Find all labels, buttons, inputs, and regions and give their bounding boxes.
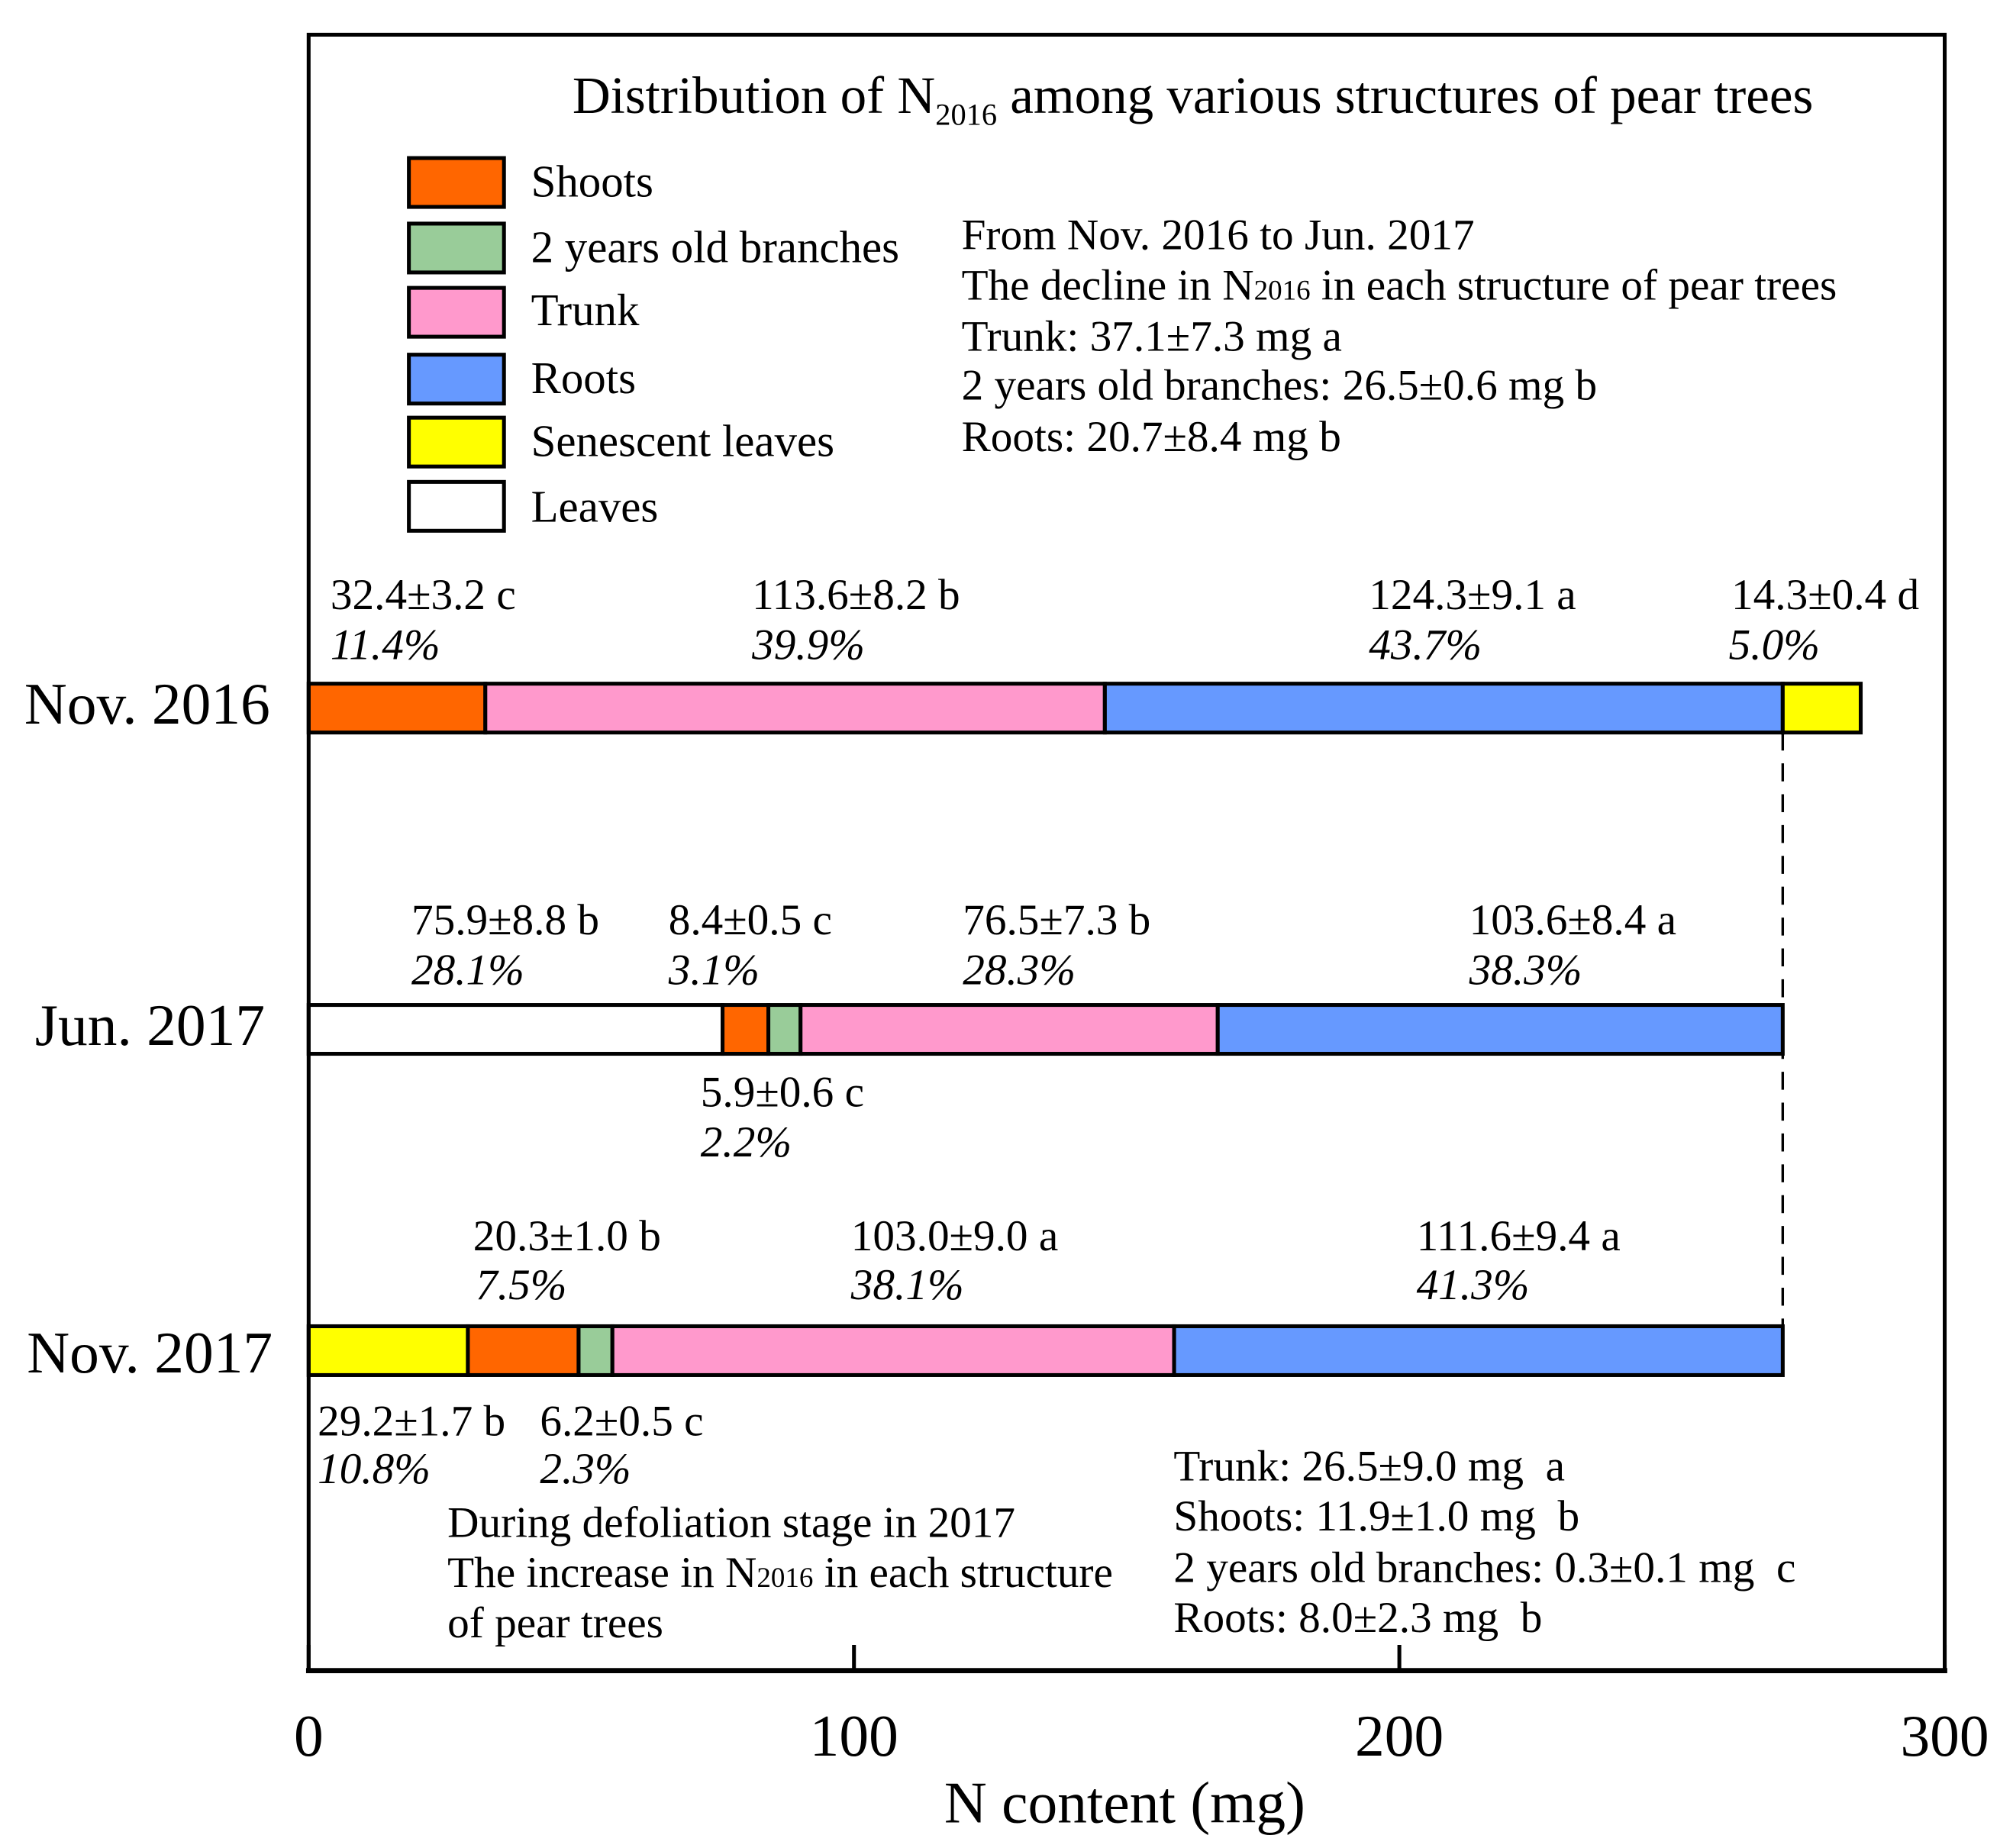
data-label-jun-2017-shoots-value: 8.4±0.5 c — [669, 896, 832, 944]
data-label-nov-2016-shoots-percent: 11.4% — [331, 621, 440, 669]
x-tick-label-100: 100 — [810, 1703, 898, 1769]
labels-jun-2017: 75.9±8.8 b 28.1% 8.4±0.5 c 3.1% 5.9±0.6 … — [411, 896, 1676, 1166]
legend-label-roots: Roots — [531, 353, 637, 403]
data-label-jun-2017-leaves-value: 75.9±8.8 b — [411, 896, 599, 944]
data-label-jun-2017-trunk-value: 76.5±7.3 b — [963, 896, 1150, 944]
legend-label-shoots: Shoots — [531, 156, 653, 207]
bar-nov-2016-roots — [1102, 682, 1785, 735]
decline-item-roots: Roots: 20.7±8.4 mg b — [962, 413, 1341, 461]
legend-label-2-years-old-branches: 2 years old branches — [531, 221, 900, 272]
bar-jun-2017-shoots — [721, 1003, 771, 1056]
legend-label-leaves: Leaves — [531, 482, 659, 532]
chart-title-rest: among various structures of pear trees — [997, 66, 1813, 124]
increase-item-branches: 2 years old branches: 0.3±0.1 mg c — [1173, 1543, 1795, 1592]
data-label-nov-2017-branches-percent: 2.3% — [540, 1445, 631, 1493]
labels-nov-2017: 29.2±1.7 b 10.8% 20.3±1.0 b 7.5% 6.2±0.5… — [318, 1212, 1621, 1493]
data-label-nov-2016-shoots-value: 32.4±3.2 c — [331, 571, 516, 619]
bar-nov-2017-senescent-leaves — [306, 1324, 470, 1377]
data-label-nov-2017-senescent-leaves-value: 29.2±1.7 b — [318, 1398, 505, 1446]
data-label-nov-2017-roots-value: 111.6±9.4 a — [1417, 1212, 1621, 1260]
decline-subtitle-subscript: 2016 — [1254, 275, 1311, 306]
increase-heading: During defoliation stage in 2017 — [447, 1499, 1015, 1547]
bar-jun-2017-trunk — [798, 1003, 1220, 1056]
increase-subtitle-before: The increase in N — [447, 1549, 756, 1597]
bar-nov-2017-shoots — [466, 1324, 581, 1377]
bar-jun-2017-roots — [1215, 1003, 1785, 1056]
increase-item-roots: Roots: 8.0±2.3 mg b — [1173, 1594, 1542, 1642]
decline-annotation: From Nov. 2016 to Jun. 2017 The decline … — [962, 211, 1837, 461]
data-label-nov-2017-branches-value: 6.2±0.5 c — [540, 1398, 703, 1446]
decline-subtitle: The decline in N2016 in each structure o… — [962, 261, 1837, 309]
legend-label-trunk: Trunk — [531, 285, 640, 335]
chart-title-main: Distribution of N — [573, 66, 935, 124]
legend-swatch-shoots — [407, 156, 506, 209]
increase-subtitle-subscript: 2016 — [756, 1563, 813, 1594]
x-tick-label-300: 300 — [1900, 1703, 1989, 1769]
chart-title-subscript: 2016 — [935, 97, 997, 131]
category-label-nov-2017: Nov. 2017 — [27, 1320, 273, 1385]
data-label-nov-2017-shoots-percent: 7.5% — [476, 1261, 566, 1309]
category-label-nov-2016: Nov. 2016 — [24, 671, 270, 737]
bar-nov-2017-2-years-old-branches — [576, 1324, 615, 1377]
data-label-jun-2017-branches-value: 5.9±0.6 c — [701, 1069, 864, 1117]
bar-nov-2016-senescent-leaves — [1780, 682, 1863, 735]
data-label-nov-2016-trunk-value: 113.6±8.2 b — [752, 571, 960, 619]
data-label-nov-2016-senescent-leaves-value: 14.3±0.4 d — [1731, 571, 1919, 619]
data-label-jun-2017-roots-percent: 38.3% — [1469, 947, 1582, 995]
increase-subtitle-continuation: of pear trees — [447, 1599, 663, 1647]
legend-swatch-senescent-leaves — [407, 415, 506, 469]
category-label-jun-2017: Jun. 2017 — [35, 992, 265, 1058]
bar-jun-2017-2-years-old-branches — [766, 1003, 803, 1056]
legend-swatch-trunk — [407, 285, 506, 339]
bar-nov-2017 — [306, 1324, 1785, 1377]
decline-item-trunk: Trunk: 37.1±7.3 mg a — [962, 313, 1342, 361]
bar-nov-2016 — [306, 682, 1863, 735]
x-axis-label: N content (mg) — [944, 1769, 1305, 1835]
legend: Shoots 2 years old branches Trunk Roots … — [407, 156, 900, 533]
bar-nov-2017-trunk — [610, 1324, 1176, 1377]
increase-item-trunk: Trunk: 26.5±9.0 mg a — [1173, 1442, 1565, 1490]
decline-heading: From Nov. 2016 to Jun. 2017 — [962, 211, 1475, 260]
data-label-jun-2017-roots-value: 103.6±8.4 a — [1469, 896, 1676, 944]
increase-subtitle: The increase in N2016 in each structure — [447, 1549, 1113, 1597]
labels-nov-2016: 32.4±3.2 c 11.4% 113.6±8.2 b 39.9% 124.3… — [331, 571, 1919, 669]
data-label-nov-2016-trunk-percent: 39.9% — [751, 621, 865, 669]
data-label-jun-2017-branches-percent: 2.2% — [701, 1118, 792, 1166]
chart-title: Distribution of N2016 among various stru… — [573, 66, 1814, 131]
x-tick-label-200: 200 — [1355, 1703, 1444, 1769]
data-label-nov-2016-roots-value: 124.3±9.1 a — [1369, 571, 1576, 619]
data-label-nov-2016-roots-percent: 43.7% — [1369, 621, 1482, 669]
bar-jun-2017-leaves — [306, 1003, 725, 1056]
data-label-nov-2017-trunk-value: 103.0±9.0 a — [851, 1212, 1058, 1260]
x-tick-label-0: 0 — [294, 1703, 324, 1769]
increase-subtitle-after: in each structure — [813, 1549, 1113, 1597]
legend-label-senescent-leaves: Senescent leaves — [531, 416, 834, 466]
increase-item-shoots: Shoots: 11.9±1.0 mg b — [1173, 1492, 1579, 1540]
bar-nov-2016-shoots — [306, 682, 488, 735]
data-label-nov-2017-senescent-leaves-percent: 10.8% — [318, 1445, 431, 1493]
bar-jun-2017 — [306, 1003, 1785, 1056]
decline-subtitle-after: in each structure of pear trees — [1311, 261, 1837, 309]
data-label-nov-2017-trunk-percent: 38.1% — [850, 1261, 964, 1309]
legend-swatch-roots — [407, 353, 506, 406]
bar-nov-2017-roots — [1172, 1324, 1785, 1377]
data-label-jun-2017-leaves-percent: 28.1% — [411, 947, 524, 995]
decline-item-branches: 2 years old branches: 26.5±0.6 mg b — [962, 362, 1598, 410]
increase-annotation: During defoliation stage in 2017 The inc… — [447, 1442, 1795, 1646]
legend-swatch-2-years-old-branches — [407, 221, 506, 275]
data-label-nov-2017-roots-percent: 41.3% — [1417, 1261, 1530, 1309]
bar-nov-2016-trunk — [483, 682, 1107, 735]
legend-swatch-leaves — [407, 479, 506, 533]
decline-subtitle-before: The decline in N — [962, 261, 1254, 309]
data-label-jun-2017-shoots-percent: 3.1% — [668, 947, 760, 995]
data-label-jun-2017-trunk-percent: 28.3% — [963, 947, 1076, 995]
data-label-nov-2017-shoots-value: 20.3±1.0 b — [473, 1212, 661, 1260]
data-label-nov-2016-senescent-leaves-percent: 5.0% — [1729, 621, 1820, 669]
